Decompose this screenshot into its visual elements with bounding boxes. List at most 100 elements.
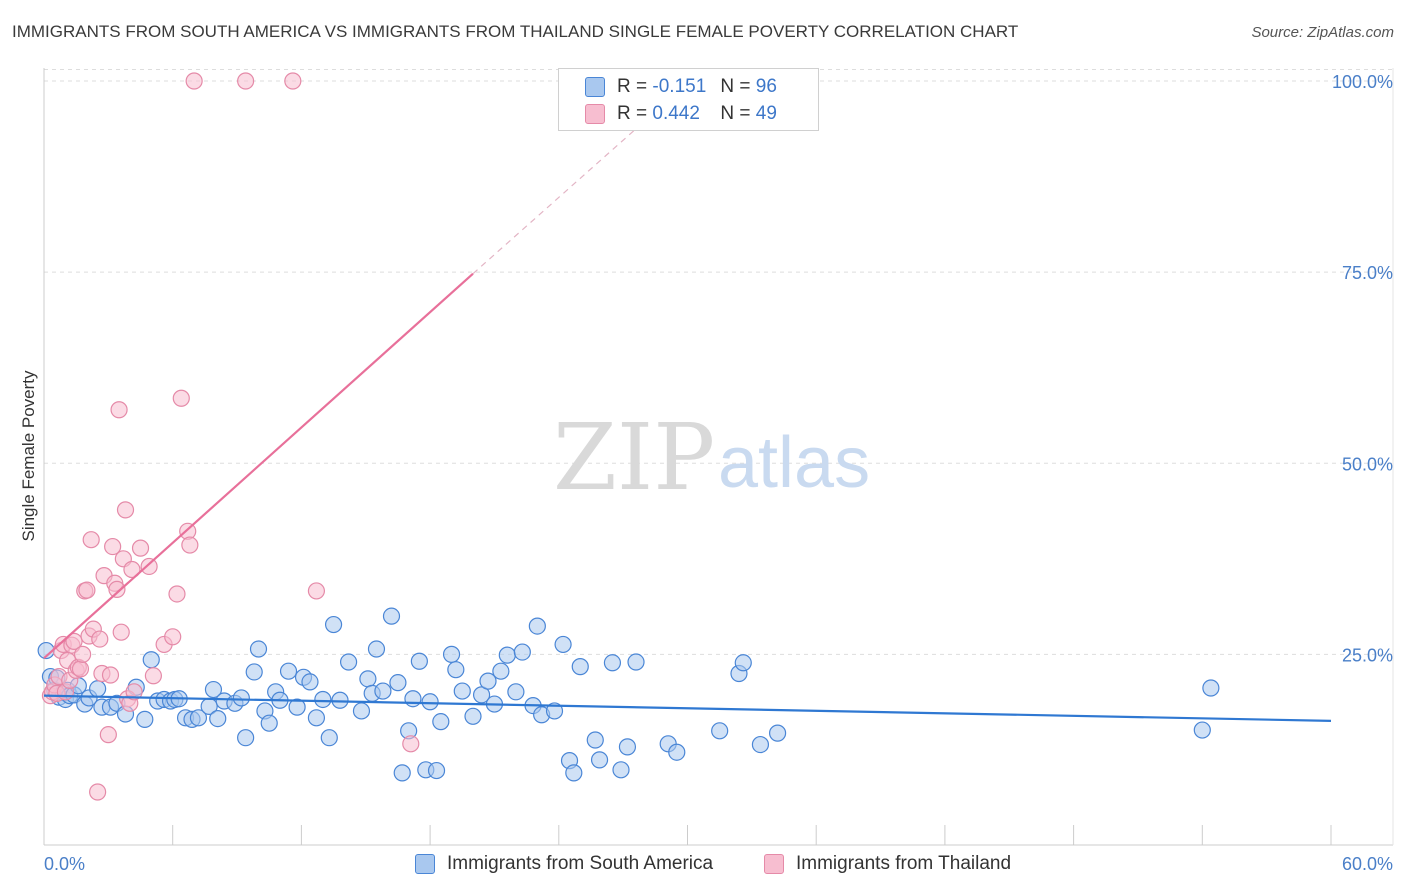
data-point-blue: [359, 670, 377, 688]
data-point-blue: [382, 607, 401, 625]
y-tick-labels: 25.0% 50.0% 75.0% 100.0%: [1332, 72, 1393, 665]
data-point-pink: [108, 580, 126, 598]
data-point-blue: [204, 680, 223, 699]
data-point-pink: [140, 557, 158, 576]
data-point-blue: [668, 743, 686, 761]
data-point-blue: [189, 709, 208, 727]
data-point-blue: [618, 738, 637, 756]
data-point-pink: [99, 726, 117, 744]
data-point-blue: [453, 682, 471, 700]
x-tick-label-min: 0.0%: [44, 854, 85, 874]
y-tick-label: 100.0%: [1332, 72, 1393, 92]
data-point-pink: [74, 645, 92, 663]
data-point-blue: [393, 764, 411, 782]
data-point-pink: [78, 581, 96, 599]
axes: [43, 68, 1394, 846]
data-point-pink: [125, 683, 143, 701]
legend-r-label: R =: [617, 76, 648, 97]
bottom-legend-swatch-pink: [764, 854, 784, 874]
data-point-pink: [181, 536, 199, 554]
data-point-blue: [307, 709, 326, 727]
data-point-pink: [168, 585, 186, 603]
data-point-blue: [324, 615, 343, 634]
correlation-legend: R = -0.151 N = 96 R = 0.442 N = 49: [558, 68, 819, 131]
data-point-pink: [116, 501, 135, 519]
data-point-blue: [432, 713, 450, 731]
data-point-blue: [209, 709, 227, 728]
y-tick-label: 50.0%: [1342, 454, 1393, 474]
data-point-blue: [479, 672, 497, 690]
data-point-blue: [237, 729, 255, 747]
data-point-blue: [320, 729, 338, 747]
data-point-blue: [352, 702, 371, 720]
bottom-legend-label-south-america: Immigrants from South America: [447, 853, 714, 874]
data-point-blue: [1193, 721, 1211, 739]
data-point-blue: [136, 710, 154, 728]
series-thailand-points: [41, 72, 420, 801]
data-point-blue: [427, 761, 446, 780]
data-point-blue: [513, 643, 531, 661]
data-point-blue: [528, 617, 546, 635]
data-point-pink: [237, 72, 255, 90]
legend-n-value-pink: 49: [755, 103, 777, 124]
y-axis-label: Single Female Poverty: [19, 370, 38, 542]
data-point-blue: [464, 707, 482, 725]
data-point-blue: [571, 658, 589, 676]
data-point-blue: [404, 690, 422, 708]
bottom-legend-label-thailand: Immigrants from Thailand: [796, 853, 1012, 874]
data-point-blue: [603, 654, 622, 672]
data-point-blue: [734, 654, 752, 672]
data-point-pink: [89, 783, 107, 801]
data-point-blue: [314, 690, 332, 709]
data-point-blue: [288, 698, 306, 716]
legend-row-thailand: R = 0.442 N = 49: [585, 102, 777, 126]
data-point-blue: [367, 640, 386, 658]
data-point-blue: [331, 691, 349, 709]
bottom-legend-south-america: Immigrants from South America: [415, 852, 713, 876]
legend-n-label: N =: [720, 76, 751, 97]
data-point-pink: [164, 628, 182, 646]
data-point-blue: [498, 646, 516, 664]
data-point-pink: [402, 735, 420, 753]
watermark-atlas: atlas: [718, 423, 870, 503]
data-point-pink: [185, 72, 203, 90]
legend-r-value-pink: 0.442: [652, 103, 700, 124]
data-point-blue: [410, 652, 428, 670]
data-point-pink: [101, 666, 120, 684]
data-point-pink: [112, 623, 130, 641]
watermark: ZIP atlas: [553, 404, 870, 511]
data-point-blue: [260, 714, 278, 732]
data-point-blue: [142, 651, 160, 669]
data-point-blue: [711, 722, 729, 740]
legend-r-value-blue: -0.151: [652, 76, 707, 97]
data-point-pink: [104, 537, 122, 556]
x-tick-label-max: 60.0%: [1342, 854, 1393, 874]
data-point-blue: [492, 662, 510, 680]
legend-swatch-pink: [585, 104, 605, 124]
data-point-blue: [545, 702, 564, 720]
data-point-blue: [374, 682, 392, 700]
bottom-legend-swatch-blue: [415, 854, 435, 874]
source-credit: Source: ZipAtlas.com: [1251, 24, 1394, 41]
legend-row-south-america: R = -0.151 N = 96: [585, 75, 777, 99]
y-tick-label: 25.0%: [1342, 645, 1393, 665]
trend-lines: [43, 130, 1332, 722]
data-point-pink: [123, 560, 141, 579]
data-point-blue: [590, 751, 609, 769]
data-point-blue: [232, 689, 250, 707]
data-point-pink: [65, 632, 83, 650]
data-point-blue: [507, 683, 525, 701]
data-point-blue: [554, 635, 572, 654]
data-point-pink: [172, 389, 190, 407]
trend-extension-pink: [472, 130, 635, 275]
data-point-blue: [339, 653, 358, 671]
data-point-pink: [110, 401, 128, 419]
data-point-blue: [472, 686, 491, 704]
data-point-blue: [612, 761, 630, 779]
data-point-blue: [565, 764, 583, 782]
watermark-zip: ZIP: [553, 404, 715, 511]
legend-n-value-blue: 96: [755, 76, 777, 97]
data-point-blue: [751, 735, 770, 754]
legend-swatch-blue: [585, 77, 605, 97]
